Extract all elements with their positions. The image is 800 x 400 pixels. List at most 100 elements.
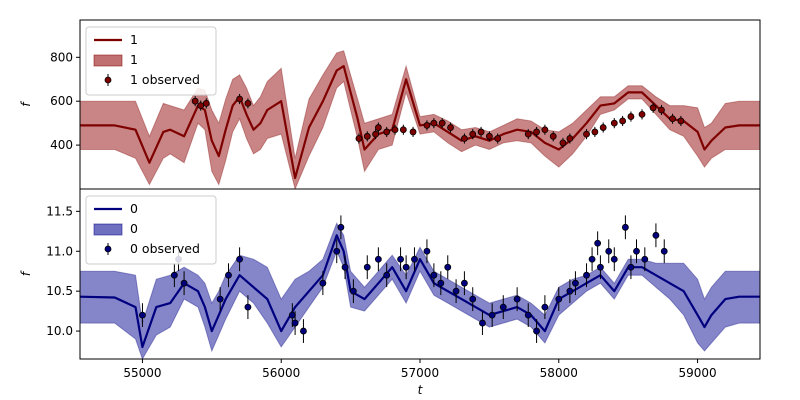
- point-1-41: [594, 239, 602, 247]
- point-1-32: [513, 295, 521, 303]
- point-1-13: [337, 223, 345, 231]
- point-1-0: [139, 311, 146, 319]
- point-1-12: [333, 247, 341, 255]
- point-0-19: [477, 128, 485, 136]
- ytick-label-1-0: 10.0: [46, 324, 73, 338]
- xtick-label-1-1: 56000: [262, 366, 300, 380]
- point-0-0: [191, 97, 199, 105]
- point-1-23: [430, 271, 438, 279]
- series-1-0-line: [80, 234, 760, 349]
- xtick-label-1-3: 58000: [540, 366, 578, 380]
- point-0-26: [559, 139, 567, 147]
- point-1-49: [652, 231, 660, 239]
- point-1-1: [170, 271, 178, 279]
- point-1-20: [402, 263, 410, 271]
- plot-area: [80, 215, 760, 359]
- ytick-label-0-0: 400: [50, 138, 73, 152]
- legend-box-1: [85, 195, 217, 265]
- point-0-16: [447, 124, 454, 131]
- point-1-24: [437, 279, 445, 287]
- point-1-3: [180, 279, 188, 287]
- point-1-21: [411, 255, 418, 263]
- point-1-43: [605, 247, 613, 255]
- point-1-37: [566, 287, 574, 295]
- point-0-18: [469, 130, 477, 138]
- series-1-1-band: [80, 222, 760, 359]
- point-0-22: [524, 130, 532, 138]
- point-1-26: [452, 287, 460, 295]
- point-0-31: [610, 119, 618, 127]
- point-0-2: [202, 100, 210, 107]
- point-1-39: [583, 271, 590, 279]
- point-0-35: [649, 104, 657, 112]
- point-0-33: [627, 113, 635, 120]
- point-0-27: [566, 135, 574, 142]
- xtick-label-1-0: 55000: [123, 366, 161, 380]
- point-1-33: [524, 311, 532, 319]
- point-1-35: [541, 303, 549, 311]
- legend-label-1-0: 0: [130, 201, 138, 216]
- legend-label-1-2: 0 observed: [130, 241, 200, 256]
- point-1-40: [588, 255, 596, 263]
- point-1-46: [627, 263, 635, 271]
- point-0-24: [541, 126, 549, 134]
- point-0-17: [461, 135, 468, 142]
- legend-swatch-point-0: [104, 76, 112, 84]
- point-1-47: [633, 247, 640, 255]
- legend-swatch-band-0: [93, 54, 123, 67]
- top-panel: 400 600 800 f 1 1 1 observed: [19, 19, 761, 190]
- xtick-label-1-4: 59000: [678, 366, 716, 380]
- plot-area: [80, 50, 760, 189]
- ytick-label-1-2: 11.0: [46, 244, 73, 258]
- bottom-panel: 10.0 10.5 11.0 11.5 55000 56000 57000 58000 5900…: [19, 188, 761, 397]
- point-1-8: [288, 311, 296, 319]
- point-1-7: [244, 303, 252, 311]
- point-1-44: [610, 255, 618, 263]
- point-1-4: [216, 295, 224, 303]
- point-1-10: [300, 327, 307, 335]
- point-0-7: [372, 130, 379, 138]
- legend-label-0-2: 1 observed: [130, 72, 200, 87]
- ytick-label-1-3: 11.5: [46, 204, 73, 218]
- point-0-38: [677, 117, 685, 125]
- point-1-28: [469, 295, 477, 303]
- point-0-37: [669, 115, 676, 123]
- point-1-5: [225, 271, 232, 279]
- point-0-23: [533, 128, 540, 136]
- point-0-28: [583, 130, 590, 138]
- point-0-12: [409, 128, 417, 136]
- series-0-1-band: [80, 50, 760, 189]
- legend-label-0-0: 1: [130, 32, 138, 47]
- point-1-38: [572, 279, 579, 287]
- point-0-8: [374, 124, 382, 131]
- point-1-25: [444, 263, 452, 271]
- point-1-50: [660, 247, 668, 255]
- point-0-13: [423, 121, 431, 129]
- legend-label-1-1: 0: [130, 221, 138, 236]
- point-1-22: [423, 247, 431, 255]
- xlabel-1: t: [418, 383, 424, 397]
- point-0-1: [197, 102, 205, 109]
- point-1-34: [533, 327, 540, 335]
- point-1-18: [383, 271, 391, 279]
- point-0-9: [383, 128, 391, 136]
- point-1-16: [363, 263, 371, 271]
- point-1-14: [341, 263, 349, 271]
- point-1-17: [374, 255, 382, 263]
- point-0-10: [391, 126, 399, 134]
- point-0-36: [658, 106, 665, 114]
- point-0-6: [363, 132, 371, 140]
- legend-swatch-point-1: [104, 245, 112, 253]
- point-0-3: [236, 95, 243, 103]
- point-0-32: [619, 117, 627, 125]
- point-0-5: [355, 135, 363, 142]
- point-0-14: [430, 119, 438, 127]
- point-0-11: [399, 126, 407, 134]
- ylabel-0: f: [19, 101, 33, 107]
- point-0-29: [591, 128, 599, 136]
- point-0-25: [549, 132, 557, 140]
- point-0-30: [599, 124, 607, 131]
- ytick-label-0-1: 600: [50, 94, 73, 108]
- point-1-30: [488, 311, 496, 319]
